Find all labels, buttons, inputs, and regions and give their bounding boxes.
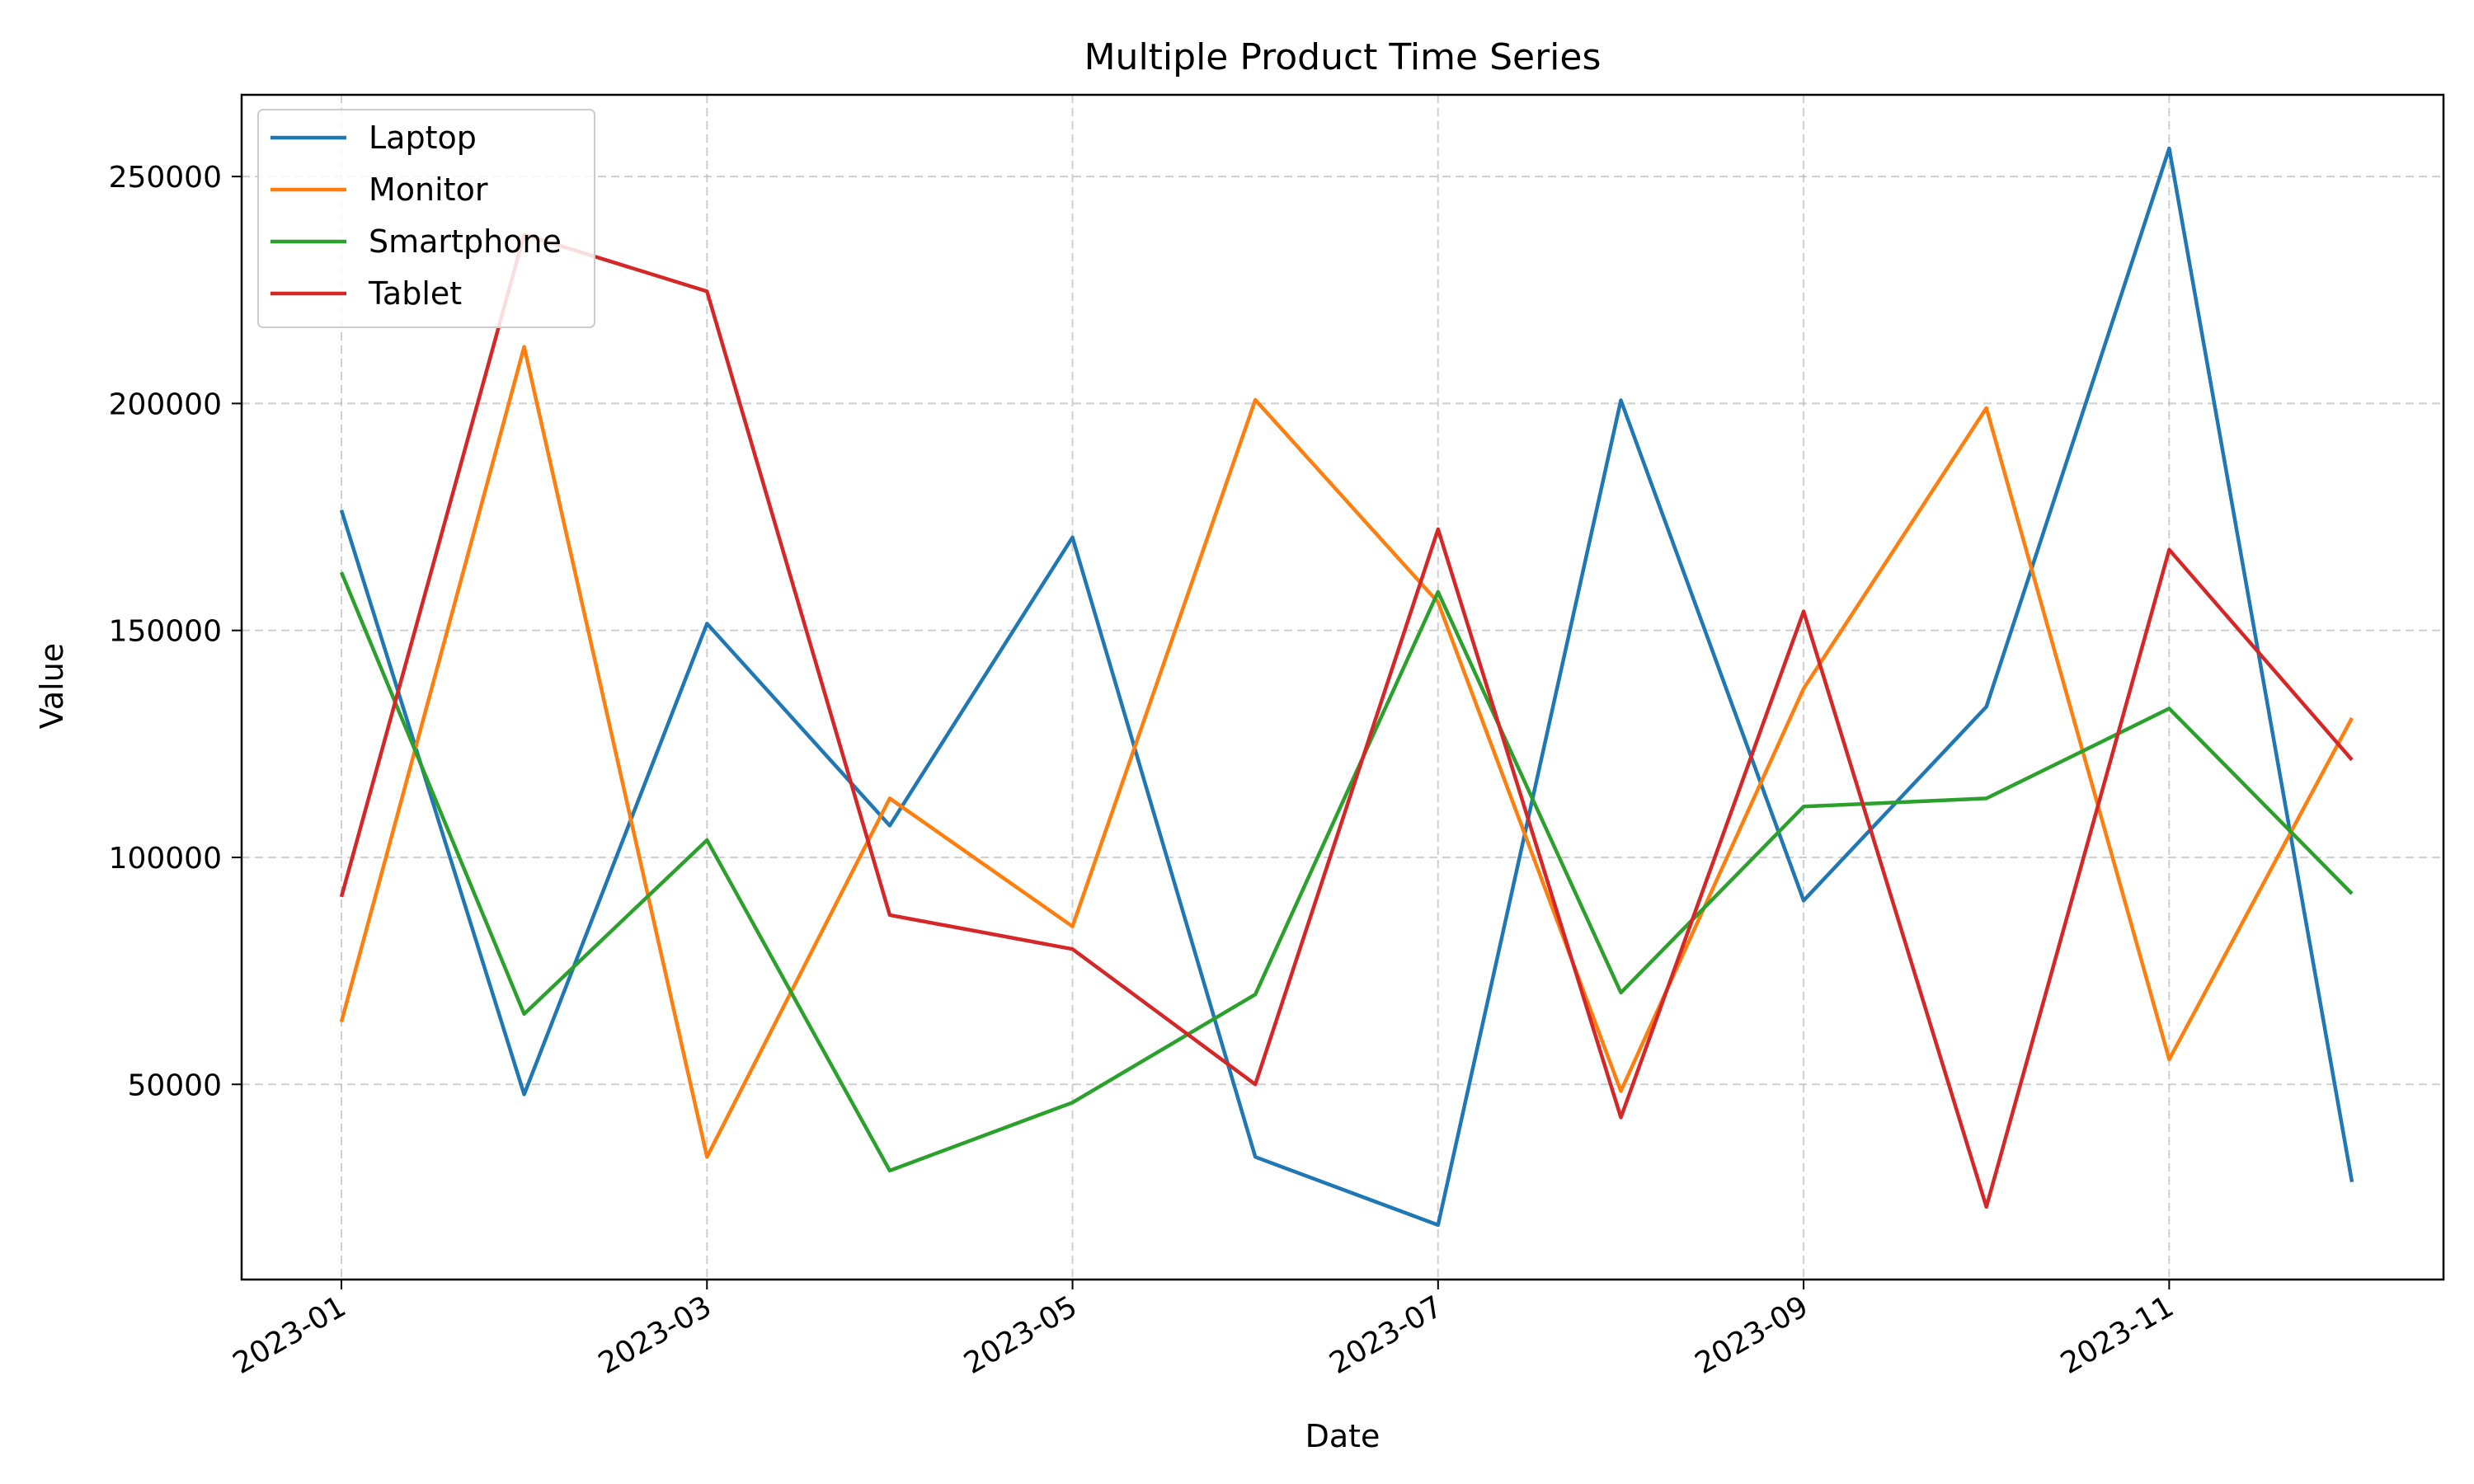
x-tick-label: 2023-05 — [958, 1289, 1083, 1381]
x-tick-label: 2023-07 — [1324, 1289, 1449, 1381]
series-line-monitor — [339, 345, 2354, 1159]
y-axis-label: Value — [34, 643, 70, 729]
chart-title: Multiple Product Time Series — [1084, 36, 1602, 78]
legend: Laptop Monitor Smartphone Tablet — [257, 109, 595, 328]
x-tick-label: 2023-01 — [228, 1289, 352, 1381]
legend-label-laptop: Laptop — [369, 120, 477, 156]
grid — [242, 95, 2443, 1280]
y-tick-label: 250000 — [109, 161, 222, 195]
series-line-smartphone — [339, 571, 2354, 1173]
y-tick-label: 100000 — [109, 842, 222, 876]
y-tick-label: 150000 — [109, 615, 222, 649]
y-axis-ticks: 50000 100000 150000 200000 250000 — [109, 161, 242, 1102]
legend-label-smartphone: Smartphone — [369, 223, 562, 260]
legend-label-monitor: Monitor — [369, 171, 488, 208]
x-tick-label: 2023-11 — [2055, 1289, 2180, 1381]
y-tick-label: 50000 — [127, 1068, 222, 1102]
x-tick-label: 2023-09 — [1690, 1289, 1814, 1381]
y-tick-label: 200000 — [109, 387, 222, 421]
x-axis-ticks: 2023-01 2023-03 2023-05 2023-07 2023-09 2023-… — [228, 1280, 2180, 1381]
series-lines — [339, 146, 2354, 1228]
legend-box — [257, 109, 595, 328]
series-line-laptop — [339, 146, 2354, 1228]
x-tick-label: 2023-03 — [593, 1289, 717, 1381]
legend-label-tablet: Tablet — [368, 275, 462, 312]
plot-area — [240, 93, 2445, 1281]
x-axis-label: Date — [1305, 1418, 1380, 1454]
series-line-tablet — [339, 232, 2354, 1209]
